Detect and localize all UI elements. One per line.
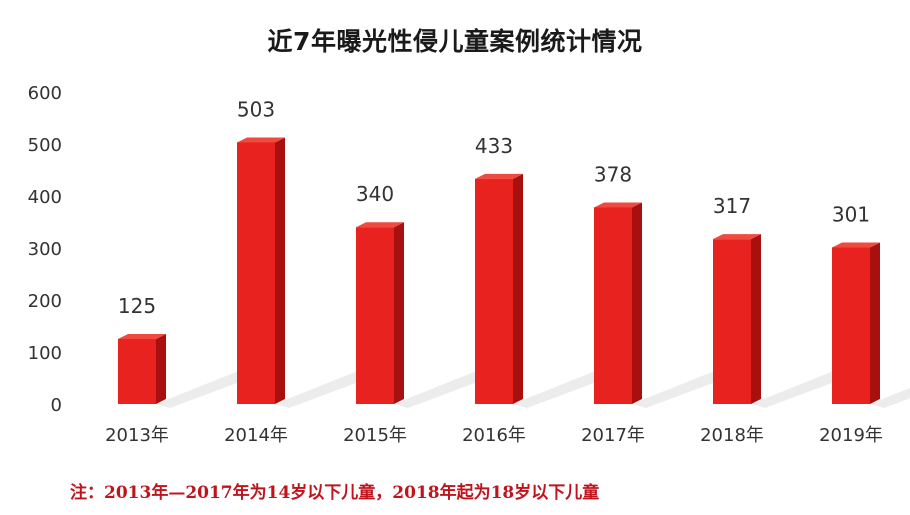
y-tick-label: 100 — [28, 343, 62, 364]
bar-side — [394, 222, 404, 404]
bar-side — [275, 137, 285, 404]
bar — [356, 227, 394, 404]
x-tick-label: 2013年 — [105, 425, 169, 446]
x-tick-label: 2019年 — [819, 425, 883, 446]
bar — [832, 247, 870, 404]
bar-side — [870, 242, 880, 404]
bar — [118, 339, 156, 404]
data-label: 378 — [594, 162, 632, 186]
y-tick-label: 200 — [28, 291, 62, 312]
bar-top — [832, 242, 880, 248]
data-label: 433 — [475, 134, 513, 158]
bar-side — [751, 234, 761, 404]
bars: 125 503 340 433 378 317 301 — [118, 97, 880, 404]
x-tick-label: 2014年 — [224, 425, 288, 446]
bar-shadows — [156, 366, 910, 408]
bar — [475, 178, 513, 404]
data-label: 125 — [118, 294, 156, 318]
bar — [713, 239, 751, 404]
bar-shadow — [751, 366, 856, 408]
bar — [594, 207, 632, 404]
bar-shadow — [513, 366, 618, 408]
bar-side — [156, 334, 166, 404]
bar-shadow — [275, 366, 380, 408]
x-tick-label: 2016年 — [462, 425, 526, 446]
data-label: 503 — [237, 97, 275, 121]
y-tick-label: 500 — [28, 135, 62, 156]
x-tick-label: 2017年 — [581, 425, 645, 446]
bar-side — [513, 173, 523, 404]
bar-top — [713, 234, 761, 240]
y-tick-label: 0 — [51, 395, 62, 416]
x-tick-label: 2015年 — [343, 425, 407, 446]
bar-shadow — [156, 366, 261, 408]
bar-top — [356, 222, 404, 228]
bar-shadow — [632, 366, 737, 408]
x-tick-label: 2018年 — [700, 425, 764, 446]
y-tick-label: 300 — [28, 239, 62, 260]
x-axis: 2013年 2014年 2015年 2016年 2017年 2018年 2019年 — [105, 425, 883, 446]
bar-shadow — [870, 388, 910, 408]
y-tick-label: 600 — [28, 83, 62, 104]
bar-side — [632, 202, 642, 404]
data-label: 317 — [713, 194, 751, 218]
bar-top — [475, 173, 523, 179]
data-label: 301 — [832, 202, 870, 226]
bar-top — [118, 334, 166, 339]
data-label: 340 — [356, 182, 394, 206]
chart-footnote: 注：2013年—2017年为14岁以下儿童，2018年起为18岁以下儿童 — [70, 483, 600, 503]
bar-top — [237, 137, 285, 143]
bar-top — [594, 202, 642, 208]
chart-title: 近7年曝光性侵儿童案例统计情况 — [267, 27, 643, 56]
bar-shadow — [394, 366, 499, 408]
y-axis: 0 100 200 300 400 500 600 — [28, 83, 62, 416]
bar — [237, 142, 275, 404]
y-tick-label: 400 — [28, 187, 62, 208]
